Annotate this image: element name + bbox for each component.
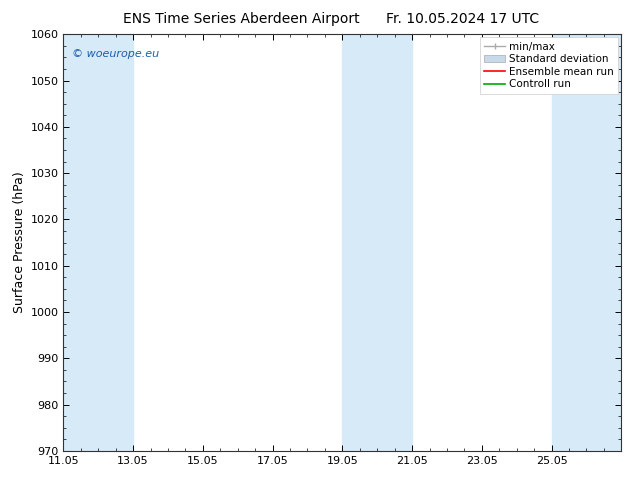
Text: © woeurope.eu: © woeurope.eu	[72, 49, 159, 59]
Text: Fr. 10.05.2024 17 UTC: Fr. 10.05.2024 17 UTC	[386, 12, 540, 26]
Bar	[342, 34, 412, 451]
Bar	[552, 34, 621, 451]
Y-axis label: Surface Pressure (hPa): Surface Pressure (hPa)	[13, 172, 26, 314]
Text: ENS Time Series Aberdeen Airport: ENS Time Series Aberdeen Airport	[122, 12, 359, 26]
Legend: min/max, Standard deviation, Ensemble mean run, Controll run: min/max, Standard deviation, Ensemble me…	[480, 37, 618, 94]
Bar	[63, 34, 133, 451]
